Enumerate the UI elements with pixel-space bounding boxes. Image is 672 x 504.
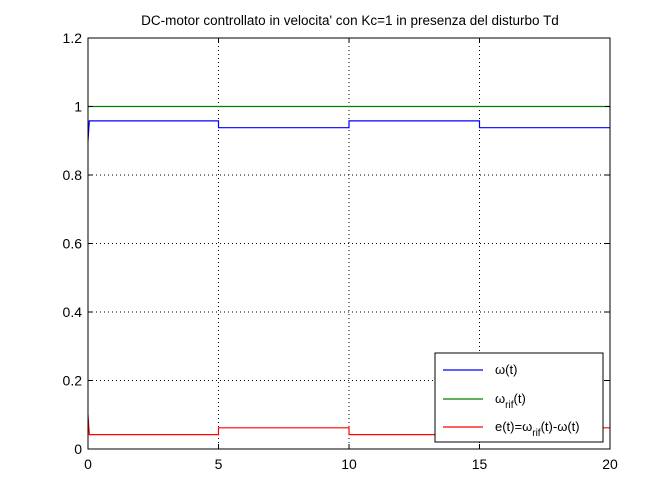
- x-tick-label: 5: [215, 456, 223, 472]
- y-tick-label: 0.8: [63, 167, 83, 183]
- legend-label-1: ω(t): [495, 362, 517, 377]
- x-tick-label: 0: [84, 456, 92, 472]
- y-tick-label: 0.6: [63, 236, 83, 252]
- y-tick-label: 1.2: [63, 30, 83, 46]
- legend-label-3: e(t)=ωrif(t)-ω(t): [495, 419, 580, 439]
- tick-labels-group: 0 5 10 15 20 0 0.2 0.4 0.6 0.8 1 1.2: [63, 30, 618, 472]
- y-tick-label: 0.4: [63, 304, 83, 320]
- x-tick-label: 15: [472, 456, 488, 472]
- series-line-1: [87, 120, 610, 141]
- y-tick-label: 0: [74, 441, 82, 457]
- x-tick-label: 20: [602, 456, 618, 472]
- chart-title: DC-motor controllato in velocita' con Kc…: [141, 13, 559, 28]
- x-tick-label: 10: [341, 456, 357, 472]
- y-tick-label: 1: [74, 99, 82, 115]
- legend: ω(t) ωrif(t) e(t)=ωrif(t)-ω(t): [434, 352, 604, 443]
- ticks-group: [87, 37, 611, 450]
- y-tick-label: 0.2: [63, 373, 83, 389]
- legend-label-2: ωrif(t): [495, 391, 526, 411]
